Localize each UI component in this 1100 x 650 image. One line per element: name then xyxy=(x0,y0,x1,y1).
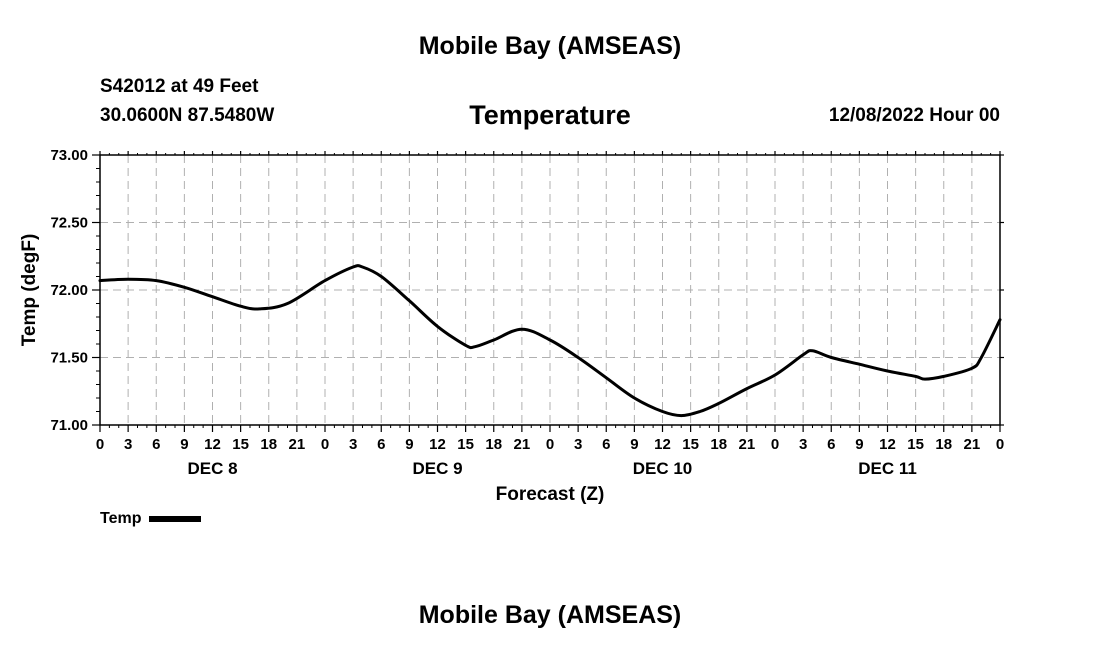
region-title: Mobile Bay (AMSEAS) xyxy=(418,32,682,60)
series-temp-line xyxy=(98,264,1002,418)
x-tick-label: 6 xyxy=(152,436,160,453)
x-tick-label: 3 xyxy=(799,436,807,453)
x-tick-label: 12 xyxy=(654,436,671,453)
x-axis-title: Forecast (Z) xyxy=(496,484,605,505)
x-tick-label: 0 xyxy=(546,436,554,453)
chart-title: Temperature xyxy=(469,100,631,130)
chart-legend: Temp xyxy=(100,510,202,528)
y-axis-title: Temp (degF) xyxy=(19,234,40,347)
x-tick-label: 21 xyxy=(289,436,306,453)
y-tick-label: 72.50 xyxy=(50,215,88,232)
x-tick-label: 9 xyxy=(855,436,863,453)
station-coordinates: 30.0600N 87.5480W xyxy=(100,105,275,126)
x-tick-label: 18 xyxy=(485,436,502,453)
x-tick-label: 15 xyxy=(682,436,699,453)
x-tick-label: 0 xyxy=(321,436,329,453)
legend-label-temp: Temp xyxy=(100,510,142,527)
x-tick-label: 9 xyxy=(405,436,413,453)
x-tick-label: 0 xyxy=(996,436,1004,453)
x-tick-label: 12 xyxy=(429,436,446,453)
x-tick-label: 6 xyxy=(602,436,610,453)
legend-swatch-temp xyxy=(149,516,202,522)
x-tick-label: 15 xyxy=(232,436,249,453)
x-tick-label: 9 xyxy=(630,436,638,453)
y-tick-label: 72.00 xyxy=(50,282,88,299)
x-tick-label: 3 xyxy=(349,436,357,453)
axis-ticks xyxy=(92,151,1004,432)
x-tick-label: 21 xyxy=(739,436,756,453)
x-tick-label: 0 xyxy=(771,436,779,453)
x-tick-label: 3 xyxy=(124,436,132,453)
day-label: DEC 10 xyxy=(633,459,693,478)
x-tick-label: 18 xyxy=(260,436,277,453)
x-tick-label: 6 xyxy=(377,436,385,453)
y-tick-label: 71.50 xyxy=(50,350,88,367)
x-tick-label: 12 xyxy=(879,436,896,453)
x-tick-label: 3 xyxy=(574,436,582,453)
x-tick-label: 18 xyxy=(710,436,727,453)
station-label: S42012 at 49 Feet xyxy=(100,76,259,97)
y-tick-label: 73.00 xyxy=(50,147,88,164)
x-tick-label: 18 xyxy=(935,436,952,453)
x-tick-label: 21 xyxy=(514,436,531,453)
x-tick-label: 9 xyxy=(180,436,188,453)
footer-region-title: Mobile Bay (AMSEAS) xyxy=(418,601,682,629)
x-tick-label: 0 xyxy=(96,436,104,453)
day-label: DEC 11 xyxy=(858,459,917,478)
forecast-date-label: 12/08/2022 Hour 00 xyxy=(828,105,1000,126)
x-tick-label: 15 xyxy=(907,436,924,453)
x-tick-label: 12 xyxy=(204,436,221,453)
x-tick-label: 15 xyxy=(457,436,474,453)
axis-labels: 0 3 6 9 12 15 18 21 0 3 6 9 12 15 18 21 0 3 6 9 12 15 18 21 0 3 6 9… xyxy=(50,147,1004,478)
day-label: DEC 8 xyxy=(187,459,237,478)
plot-frame xyxy=(99,154,1001,426)
day-label: DEC 9 xyxy=(412,459,462,478)
x-tick-label: 21 xyxy=(964,436,981,453)
y-tick-label: 71.00 xyxy=(50,417,88,434)
grid-lines xyxy=(100,155,1000,425)
x-tick-label: 6 xyxy=(827,436,835,453)
